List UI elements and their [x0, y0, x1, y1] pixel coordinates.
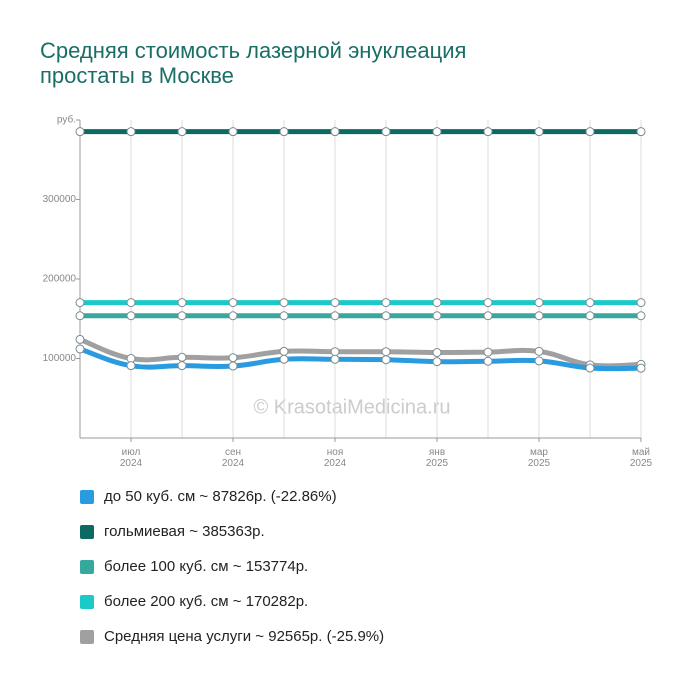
data-point [177, 127, 187, 137]
legend-swatch [80, 525, 94, 539]
data-point [126, 311, 136, 321]
data-point [330, 347, 340, 357]
data-point [636, 311, 646, 321]
data-point [585, 363, 595, 373]
legend-label: более 100 куб. см ~ 153774р. [104, 558, 308, 575]
data-point [177, 352, 187, 362]
data-point [75, 298, 85, 308]
data-point [483, 298, 493, 308]
data-point [126, 298, 136, 308]
data-point [381, 311, 391, 321]
data-point [330, 354, 340, 364]
data-point [75, 344, 85, 354]
data-point [381, 127, 391, 137]
legend-swatch [80, 560, 94, 574]
data-point [432, 298, 442, 308]
data-point [534, 298, 544, 308]
series-line [79, 346, 642, 372]
data-point [585, 127, 595, 137]
data-point [432, 357, 442, 367]
legend-swatch [80, 490, 94, 504]
data-point [432, 127, 442, 137]
series-line [79, 337, 642, 369]
data-point [585, 311, 595, 321]
data-point [126, 361, 136, 371]
data-point [381, 298, 391, 308]
data-point [177, 361, 187, 371]
data-point [585, 298, 595, 308]
data-point [636, 298, 646, 308]
watermark: © KrasotaiMedicina.ru [253, 396, 450, 418]
data-point [483, 127, 493, 137]
data-point [177, 298, 187, 308]
data-point [534, 346, 544, 356]
data-point [534, 356, 544, 366]
data-point [75, 334, 85, 344]
x-tick-label: май 2025 [630, 447, 653, 469]
data-point [432, 348, 442, 358]
data-point [228, 311, 238, 321]
data-point [228, 361, 238, 371]
y-tick-label: 100000 [43, 353, 77, 364]
data-point [534, 127, 544, 137]
data-point [279, 127, 289, 137]
x-tick-label: июл 2024 [120, 447, 143, 469]
legend-label: более 200 куб. см ~ 170282р. [104, 593, 308, 610]
data-point [330, 127, 340, 137]
data-point [75, 127, 85, 137]
data-point [636, 127, 646, 137]
chart-title: Средняя стоимость лазерной энуклеация [40, 38, 466, 63]
data-point [483, 311, 493, 321]
legend-label: Средняя цена услуги ~ 92565р. (-25.9%) [104, 628, 384, 645]
legend-label: до 50 куб. см ~ 87826р. (-22.86%) [104, 488, 337, 505]
data-point [126, 127, 136, 137]
data-point [381, 347, 391, 357]
data-point [330, 311, 340, 321]
data-point [75, 311, 85, 321]
y-tick-label: 200000 [43, 274, 77, 285]
data-point [534, 311, 544, 321]
data-point [636, 363, 646, 373]
data-point [330, 298, 340, 308]
data-point [228, 353, 238, 363]
y-tick-label: 300000 [43, 194, 77, 205]
x-tick-label: сен 2024 [222, 447, 245, 469]
data-point [483, 347, 493, 357]
x-tick-label: ноя 2024 [324, 447, 347, 469]
data-point [279, 311, 289, 321]
data-point [228, 127, 238, 137]
chart-title: простаты в Москве [40, 63, 234, 88]
data-point [279, 354, 289, 364]
data-point [279, 346, 289, 356]
legend-swatch [80, 630, 94, 644]
data-point [432, 311, 442, 321]
x-tick-label: мар 2025 [528, 447, 551, 469]
legend-swatch [80, 595, 94, 609]
y-tick-label: руб. [57, 114, 76, 126]
data-point [483, 356, 493, 366]
data-point [228, 298, 238, 308]
data-point [279, 298, 289, 308]
legend-label: гольмиевая ~ 385363р. [104, 523, 265, 540]
data-point [381, 355, 391, 365]
data-point [177, 311, 187, 321]
x-tick-label: янв 2025 [426, 447, 449, 469]
